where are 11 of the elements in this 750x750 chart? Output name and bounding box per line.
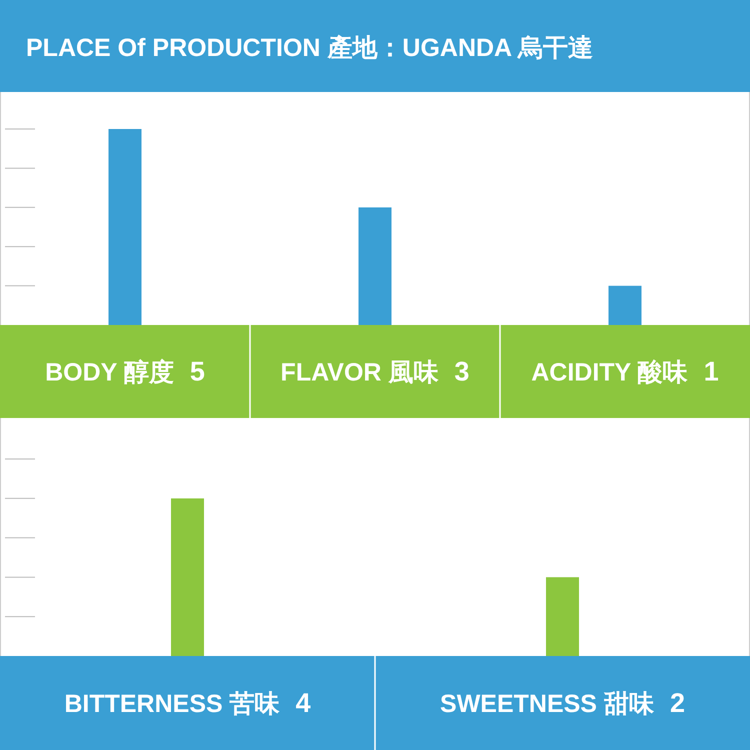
chart-title: PLACE Of PRODUCTION 產地：UGANDA 烏干達 bbox=[26, 34, 594, 62]
data-label: 5 bbox=[190, 356, 205, 386]
data-label: 3 bbox=[454, 356, 470, 386]
data-label: 4 bbox=[296, 688, 311, 718]
data-label: 2 bbox=[670, 688, 685, 718]
x-tick-label: BITTERNESS 苦味 bbox=[64, 690, 281, 718]
x-tick-label: BODY 醇度 bbox=[45, 358, 174, 386]
data-label: 1 bbox=[704, 356, 719, 386]
x-tick-label: SWEETNESS 甜味 bbox=[440, 690, 655, 718]
x-tick-label: FLAVOR 風味 bbox=[280, 358, 440, 386]
x-tick-label: ACIDITY 酸味 bbox=[531, 358, 689, 386]
